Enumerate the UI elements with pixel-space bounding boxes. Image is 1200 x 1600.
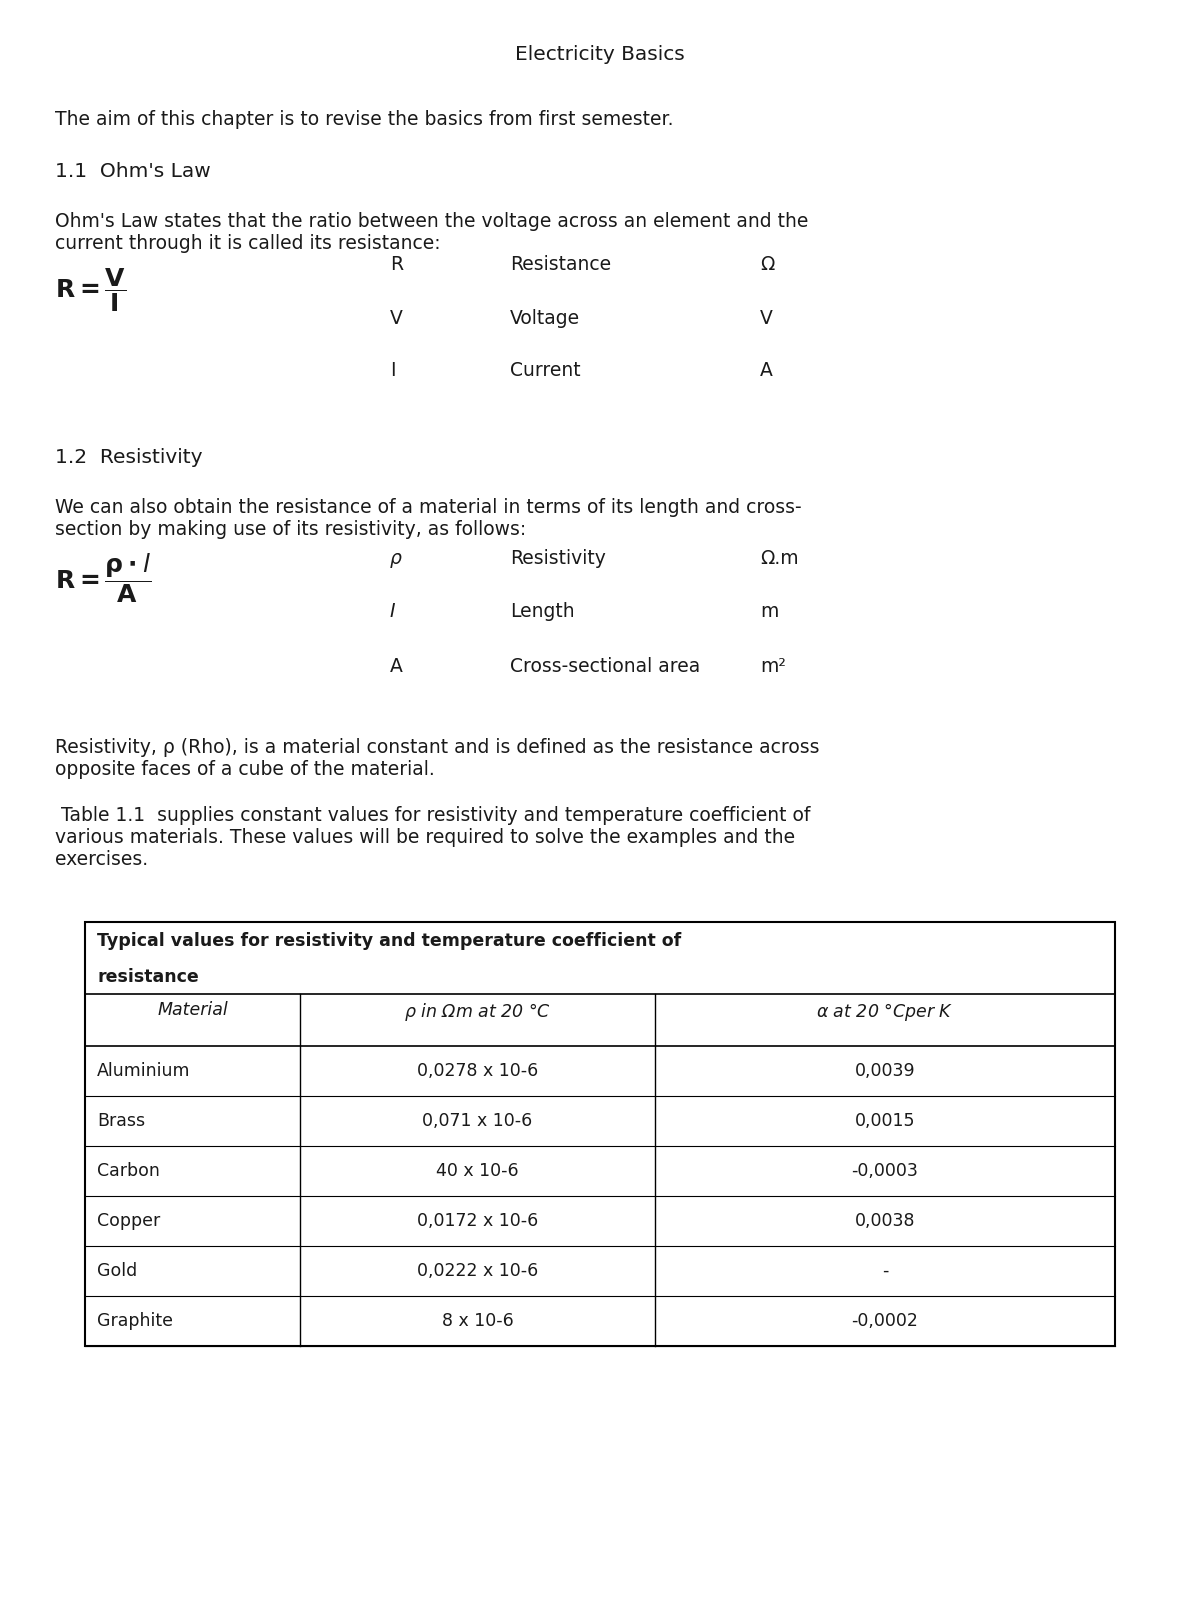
- Text: A: A: [760, 360, 773, 379]
- Text: A: A: [390, 656, 403, 675]
- Text: 1.2  Resistivity: 1.2 Resistivity: [55, 448, 203, 467]
- Text: 0,0038: 0,0038: [854, 1213, 916, 1230]
- Text: Resistance: Resistance: [510, 256, 611, 275]
- Text: 0,0172 x 10-6: 0,0172 x 10-6: [416, 1213, 538, 1230]
- Text: 0,0222 x 10-6: 0,0222 x 10-6: [416, 1262, 538, 1280]
- Text: -: -: [882, 1262, 888, 1280]
- Bar: [85, 922, 1115, 1346]
- Text: Carbon: Carbon: [97, 1162, 160, 1179]
- Text: Typical values for resistivity and temperature coefficient of: Typical values for resistivity and tempe…: [97, 931, 682, 950]
- Text: Ω: Ω: [760, 256, 774, 275]
- Text: 1.1  Ohm's Law: 1.1 Ohm's Law: [55, 162, 211, 181]
- Text: $\mathbf{R = \dfrac{\rho \cdot \mathit{l}}{A}}$: $\mathbf{R = \dfrac{\rho \cdot \mathit{l…: [55, 550, 151, 605]
- Text: Table 1.1  supplies constant values for resistivity and temperature coefficient : Table 1.1 supplies constant values for r…: [55, 806, 810, 869]
- Text: 40 x 10-6: 40 x 10-6: [436, 1162, 518, 1179]
- Text: Material: Material: [157, 1002, 228, 1019]
- Text: $\mathbf{R = \dfrac{V}{I}}$: $\mathbf{R = \dfrac{V}{I}}$: [55, 266, 126, 314]
- Text: $\rho$ $\mathit{in}$ Ω$\mathit{m}$ $\mathit{at}$ 20 °C: $\rho$ $\mathit{in}$ Ω$\mathit{m}$ $\mat…: [404, 1002, 551, 1022]
- Text: 8 x 10-6: 8 x 10-6: [442, 1312, 514, 1330]
- Text: 0,0039: 0,0039: [854, 1062, 916, 1080]
- Text: Resistivity: Resistivity: [510, 549, 606, 568]
- Text: Voltage: Voltage: [510, 309, 580, 328]
- Text: Copper: Copper: [97, 1213, 161, 1230]
- Text: Aluminium: Aluminium: [97, 1062, 191, 1080]
- Text: I: I: [390, 603, 396, 621]
- Text: Electricity Basics: Electricity Basics: [515, 45, 685, 64]
- Text: We can also obtain the resistance of a material in terms of its length and cross: We can also obtain the resistance of a m…: [55, 498, 802, 539]
- Text: I: I: [390, 360, 396, 379]
- Text: 0,071 x 10-6: 0,071 x 10-6: [422, 1112, 533, 1130]
- Text: ρ: ρ: [390, 549, 402, 568]
- Text: V: V: [760, 309, 773, 328]
- Text: The aim of this chapter is to revise the basics from first semester.: The aim of this chapter is to revise the…: [55, 110, 673, 130]
- Text: Graphite: Graphite: [97, 1312, 173, 1330]
- Text: Cross-sectional area: Cross-sectional area: [510, 656, 701, 675]
- Text: m²: m²: [760, 656, 786, 675]
- Text: R: R: [390, 256, 403, 275]
- Text: Length: Length: [510, 603, 575, 621]
- Text: 0,0278 x 10-6: 0,0278 x 10-6: [416, 1062, 538, 1080]
- Text: α $\mathit{at}$ 20 °C$\mathit{per}$ $\mathit{K}$: α $\mathit{at}$ 20 °C$\mathit{per}$ $\ma…: [816, 1002, 954, 1022]
- Text: m: m: [760, 603, 779, 621]
- Text: Resistivity, ρ (Rho), is a material constant and is defined as the resistance ac: Resistivity, ρ (Rho), is a material cons…: [55, 738, 820, 779]
- Text: 0,0015: 0,0015: [854, 1112, 916, 1130]
- Text: resistance: resistance: [97, 968, 199, 986]
- Text: -0,0002: -0,0002: [852, 1312, 918, 1330]
- Text: Ohm's Law states that the ratio between the voltage across an element and the
cu: Ohm's Law states that the ratio between …: [55, 211, 809, 253]
- Text: Gold: Gold: [97, 1262, 137, 1280]
- Text: Brass: Brass: [97, 1112, 145, 1130]
- Text: Current: Current: [510, 360, 581, 379]
- Text: Ω.m: Ω.m: [760, 549, 799, 568]
- Text: -0,0003: -0,0003: [852, 1162, 918, 1179]
- Text: V: V: [390, 309, 403, 328]
